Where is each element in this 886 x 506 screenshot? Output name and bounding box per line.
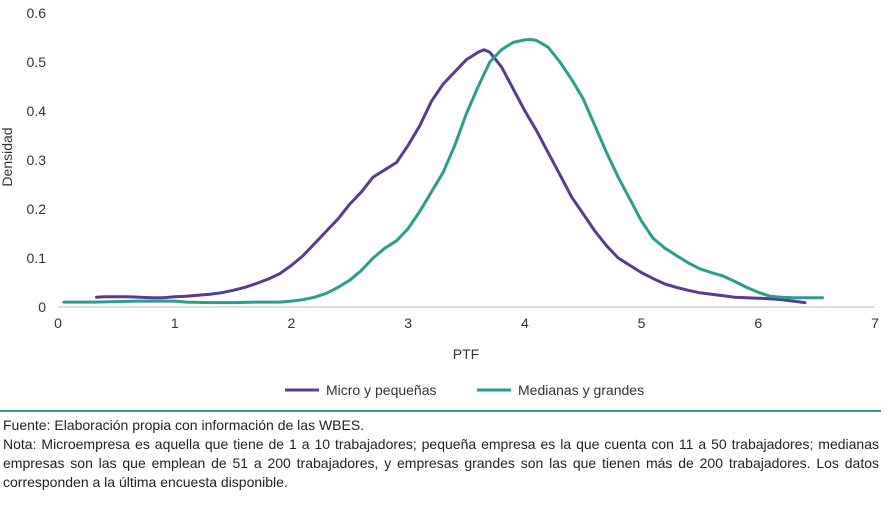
x-tick-label: 0 [54,315,62,331]
x-tick-label: 5 [638,315,646,331]
source-note: Fuente: Elaboración propia con informaci… [3,417,365,433]
y-tick-label: 0.3 [27,152,47,168]
y-tick-label: 0.2 [27,201,47,217]
x-tick-label: 1 [171,315,179,331]
legend-label: Micro y pequeñas [326,382,437,398]
chart-notes: Fuente: Elaboración propia con informaci… [3,416,879,492]
legend: Micro y pequeñas Medianas y grandes [285,382,644,398]
x-axis-label: PTF [453,346,479,362]
y-axis-label: Densidad [0,127,15,186]
x-tick-label: 2 [288,315,296,331]
x-axis-ticks: 0 1 2 3 4 5 6 7 [54,315,879,331]
x-tick-label: 6 [754,315,762,331]
x-tick-label: 4 [521,315,529,331]
y-tick-label: 0.6 [27,5,47,21]
y-tick-label: 0 [38,299,46,315]
x-tick-label: 7 [871,315,879,331]
series-line-medianas-y-grandes [62,38,824,305]
y-tick-label: 0.4 [27,103,47,119]
legend-label: Medianas y grandes [518,382,644,398]
footer-divider [0,410,881,412]
x-tick-label: 3 [404,315,412,331]
footnote: Nota: Microempresa es aquella que tiene … [3,436,879,490]
y-axis-ticks: 0 0.1 0.2 0.3 0.4 0.5 0.6 [27,5,47,315]
density-chart: 0 0.1 0.2 0.3 0.4 0.5 0.6 0 1 2 3 4 5 6 7 Densidad PT… [0,5,879,398]
series-layer [62,38,824,305]
y-tick-label: 0.5 [27,54,47,70]
y-tick-label: 0.1 [27,250,47,266]
series-line-micro-y-pequenas [95,48,807,305]
